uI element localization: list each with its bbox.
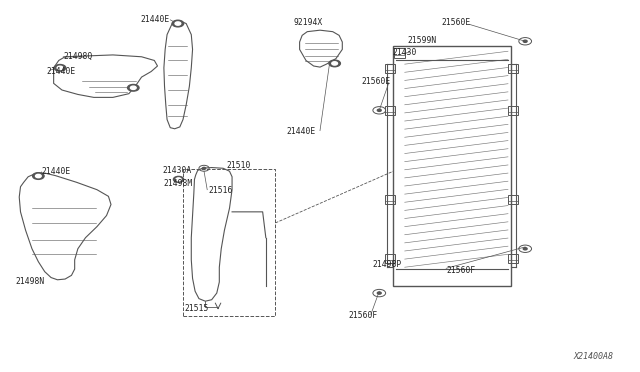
Circle shape [35, 174, 41, 178]
Text: 21498P: 21498P [372, 260, 401, 269]
Text: 21440E: 21440E [287, 127, 316, 136]
Text: 21498N: 21498N [15, 278, 45, 286]
Circle shape [33, 173, 44, 179]
Bar [385, 106, 395, 115]
Text: 21430A: 21430A [163, 166, 192, 175]
Text: 21560F: 21560F [349, 311, 378, 320]
Circle shape [176, 178, 181, 181]
Bar [394, 46, 511, 286]
Circle shape [57, 66, 63, 70]
Circle shape [329, 60, 340, 67]
Bar [508, 64, 518, 73]
Text: 92194X: 92194X [293, 18, 323, 27]
Text: 21440E: 21440E [42, 167, 71, 176]
Circle shape [131, 86, 136, 89]
Text: 21516: 21516 [209, 186, 233, 195]
Bar [508, 195, 518, 204]
Circle shape [175, 22, 180, 25]
Circle shape [54, 64, 66, 71]
Circle shape [173, 176, 184, 182]
Text: 21430: 21430 [392, 48, 417, 57]
Text: 21440E: 21440E [46, 67, 76, 76]
Circle shape [524, 40, 527, 42]
Text: 21515: 21515 [184, 304, 209, 314]
Text: 21599N: 21599N [407, 36, 436, 45]
Text: 21560E: 21560E [362, 77, 390, 86]
Bar [394, 48, 405, 58]
Circle shape [202, 167, 205, 169]
Text: 21560F: 21560F [446, 266, 476, 275]
Text: 21440E: 21440E [140, 15, 170, 23]
Text: X21400A8: X21400A8 [573, 352, 613, 361]
Circle shape [378, 292, 381, 294]
Bar [183, 169, 275, 316]
Circle shape [172, 20, 184, 27]
Bar [508, 254, 518, 263]
Text: 21498M: 21498M [163, 179, 193, 188]
Circle shape [332, 62, 337, 65]
Bar [385, 254, 395, 263]
Text: 21510: 21510 [227, 161, 251, 170]
Circle shape [524, 248, 527, 250]
Text: 21498Q: 21498Q [63, 52, 92, 61]
Bar [385, 195, 395, 204]
Circle shape [127, 84, 139, 91]
Bar [508, 106, 518, 115]
Bar [385, 64, 395, 73]
Text: 21560E: 21560E [441, 18, 470, 27]
Circle shape [378, 109, 381, 112]
